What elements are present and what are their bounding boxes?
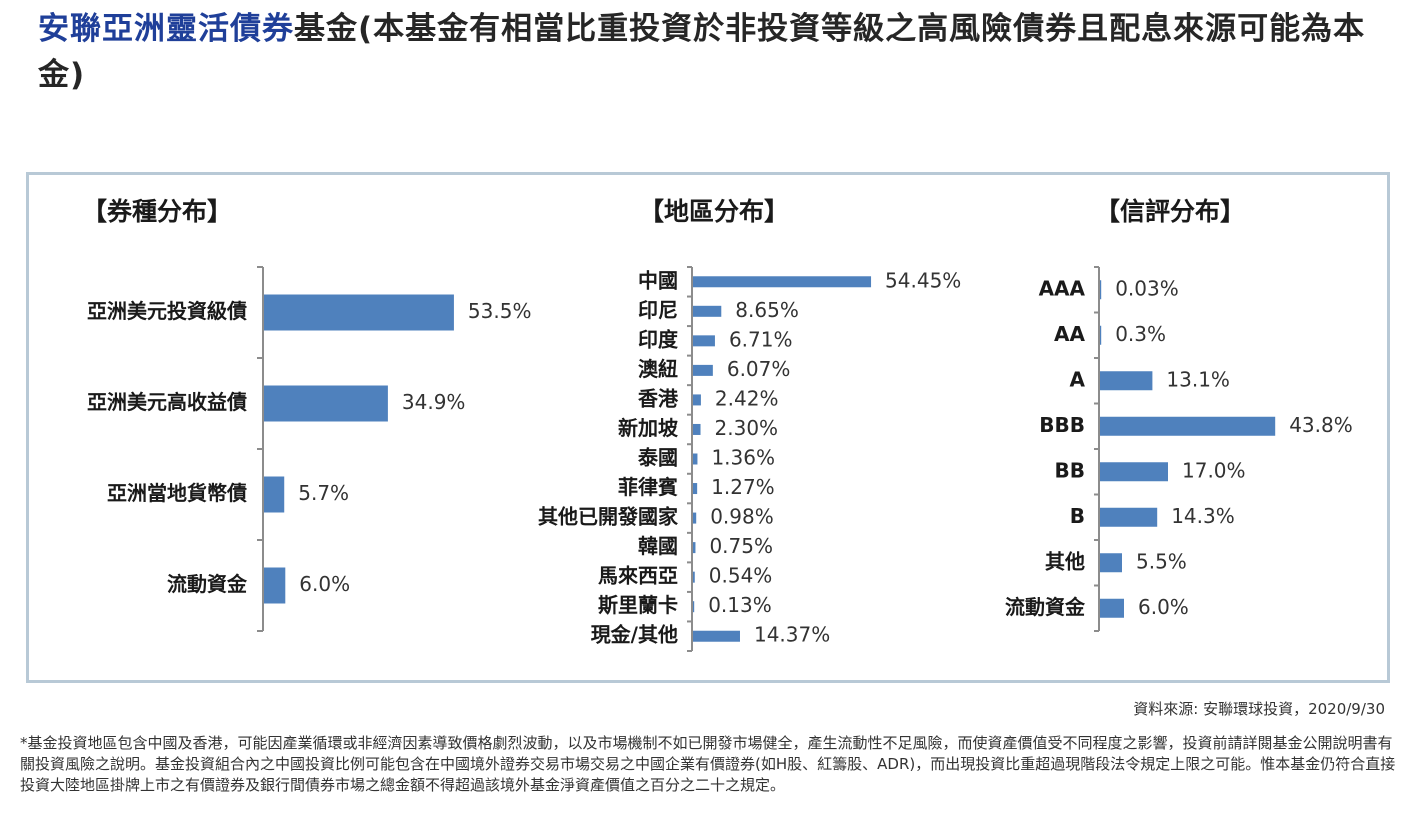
data-label: 2.30%	[715, 416, 779, 440]
category-label: 現金/其他	[591, 623, 678, 647]
category-label: 中國	[638, 268, 678, 292]
fund-name: 安聯亞洲靈活債券	[38, 11, 294, 47]
category-label: 流動資金	[1005, 595, 1086, 619]
data-label: 5.5%	[1136, 549, 1187, 573]
category-label: BBB	[1039, 413, 1085, 437]
bar	[1100, 416, 1276, 436]
bar	[693, 276, 872, 288]
data-label: 0.98%	[710, 505, 774, 529]
chart-1: 【券種分布】亞洲美元投資級債 53.5% 亞洲美元高收益債 34.9% 亞洲當地貨幣債 5…	[82, 197, 532, 632]
category-label: 流動資金	[167, 572, 248, 596]
bar	[1100, 462, 1168, 482]
category-label: 新加坡	[618, 416, 679, 440]
bar	[693, 394, 701, 406]
data-label: 6.07%	[727, 357, 791, 381]
data-label: 13.1%	[1166, 367, 1230, 391]
data-label: 1.36%	[711, 446, 775, 470]
category-label: 印尼	[638, 298, 678, 322]
bar	[1100, 598, 1124, 618]
category-label: 印度	[638, 327, 679, 351]
category-label: BB	[1055, 458, 1086, 482]
data-label: 0.3%	[1115, 322, 1166, 346]
data-source: 資料來源: 安聯環球投資，2020/9/30	[1133, 700, 1385, 718]
bar	[1100, 325, 1102, 345]
category-label: 菲律賓	[618, 475, 678, 499]
bar	[264, 385, 388, 422]
category-label: 其他已開發國家	[538, 505, 679, 529]
bar	[693, 453, 698, 465]
bar	[693, 601, 695, 613]
fund-description: 基金(本基金有相當比重投資於非投資等級之高風險債券且配息來源可能為本金)	[38, 11, 1366, 93]
category-label: B	[1070, 504, 1085, 528]
data-label: 2.42%	[715, 386, 779, 410]
chart-panel: 【券種分布】亞洲美元投資級債 53.5% 亞洲美元高收益債 34.9% 亞洲當地貨幣債 5…	[26, 172, 1390, 683]
category-label: AA	[1054, 322, 1085, 346]
data-label: 54.45%	[885, 268, 961, 292]
bar	[264, 294, 454, 331]
bar	[1100, 280, 1102, 300]
category-label: 亞洲美元高收益債	[87, 390, 247, 414]
bar	[693, 571, 695, 583]
data-label: 34.9%	[402, 390, 466, 414]
bar	[693, 335, 715, 347]
data-label: 1.27%	[711, 475, 775, 499]
category-label: AAA	[1039, 276, 1086, 300]
bar	[264, 476, 285, 513]
category-label: 亞洲美元投資級債	[87, 299, 247, 323]
category-label: 斯里蘭卡	[598, 593, 678, 617]
bar	[693, 630, 740, 642]
data-label: 6.0%	[1138, 595, 1189, 619]
category-label: 馬來西亞	[598, 564, 678, 588]
data-label: 53.5%	[468, 299, 532, 323]
bar	[1100, 371, 1153, 391]
bar	[693, 305, 722, 317]
chart-3: 【信評分布】 AAA 0.03% AA 0.3% A 13.1% BBB 43.8% BB 17.0…	[1005, 197, 1353, 632]
data-label: 43.8%	[1289, 413, 1353, 437]
data-label: 14.3%	[1171, 504, 1235, 528]
category-label: 香港	[638, 386, 679, 410]
bar	[693, 364, 713, 376]
data-label: 5.7%	[298, 481, 349, 505]
bar	[693, 423, 701, 435]
bar	[1100, 553, 1122, 573]
data-label: 14.37%	[754, 623, 830, 647]
page-title: 安聯亞洲靈活債券基金(本基金有相當比重投資於非投資等級之高風險債券且配息來源可能…	[38, 6, 1378, 98]
category-label: 韓國	[638, 534, 678, 558]
chart-title: 【券種分布】	[82, 197, 232, 226]
data-label: 6.71%	[729, 327, 793, 351]
data-label: 0.54%	[709, 564, 773, 588]
category-label: 其他	[1045, 549, 1085, 573]
bar	[693, 512, 697, 524]
category-label: A	[1070, 367, 1086, 391]
chart-title: 【信評分布】	[1095, 197, 1245, 226]
data-label: 17.0%	[1182, 458, 1246, 482]
data-label: 8.65%	[735, 298, 799, 322]
category-label: 泰國	[637, 446, 678, 470]
distribution-charts: 【券種分布】亞洲美元投資級債 53.5% 亞洲美元高收益債 34.9% 亞洲當地貨幣債 5…	[82, 197, 1353, 652]
bar	[1100, 507, 1158, 527]
category-label: 亞洲當地貨幣債	[107, 481, 247, 505]
bar	[264, 567, 286, 604]
category-label: 澳紐	[638, 357, 678, 381]
footnote: *基金投資地區包含中國及香港，可能因產業循環或非經濟因素導致價格劇烈波動，以及市…	[20, 734, 1396, 794]
data-label: 0.75%	[709, 534, 773, 558]
chart-title: 【地區分布】	[639, 197, 789, 226]
chart-2: 【地區分布】中國 54.45% 印尼 8.65% 印度 6.71% 澳紐 6.07% 香港 2.4…	[538, 197, 961, 652]
data-label: 0.13%	[708, 593, 772, 617]
data-label: 6.0%	[299, 572, 350, 596]
bar	[693, 542, 696, 554]
data-label: 0.03%	[1115, 276, 1179, 300]
bar	[693, 483, 698, 495]
